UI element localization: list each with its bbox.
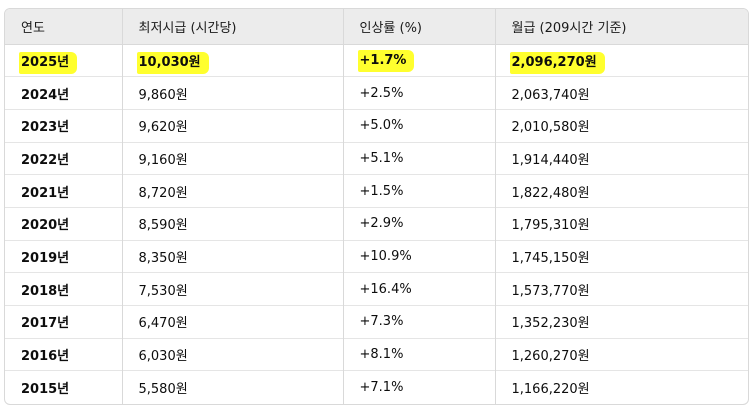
header-hourly-wage: 최저시급 (시간당): [121, 9, 343, 45]
cell-increase-rate: +10.9%: [342, 239, 495, 273]
cell-monthly-wage: 1,260,270원: [494, 337, 748, 371]
cell-year: 2023년: [5, 108, 122, 143]
cell-hourly-wage: 6,470원: [121, 305, 343, 339]
table-row: 2015년 5,580원 +7.1% 1,166,220원: [5, 370, 748, 404]
cell-year: 2020년: [5, 206, 122, 241]
cell-increase-rate: +16.4%: [342, 272, 495, 306]
cell-monthly-wage: 1,795,310원: [494, 206, 748, 241]
cell-hourly-wage: 9,620원: [121, 108, 343, 143]
cell-year: 2022년: [5, 141, 122, 175]
cell-increase-rate: +7.3%: [342, 305, 495, 339]
cell-increase-rate: +5.0%: [342, 108, 495, 143]
cell-year: 2017년: [5, 305, 122, 339]
table-row: 2024년 9,860원 +2.5% 2,063,740원: [5, 76, 748, 110]
cell-year: 2021년: [5, 174, 122, 208]
cell-increase-rate: +5.1%: [342, 141, 495, 175]
cell-monthly-wage: 1,914,440원: [494, 141, 748, 175]
cell-monthly-wage: 1,573,770원: [494, 272, 748, 306]
cell-increase-rate: +8.1%: [342, 337, 495, 371]
cell-increase-rate: +7.1%: [342, 370, 495, 404]
cell-increase-rate: +2.5%: [342, 76, 495, 110]
cell-year: 2024년: [5, 76, 122, 110]
cell-hourly-wage: 6,030원: [121, 337, 343, 371]
table-row: 2025년 10,030원 +1.7% 2,096,270원: [5, 44, 748, 77]
cell-year: 2018년: [5, 272, 122, 306]
table-header-row: 연도 최저시급 (시간당) 인상률 (%) 월급 (209시간 기준): [5, 9, 748, 45]
header-year: 연도: [5, 9, 122, 45]
cell-increase-rate: +1.7%: [342, 44, 495, 77]
cell-year: 2015년: [5, 370, 122, 404]
cell-hourly-wage: 7,530원: [121, 272, 343, 306]
cell-hourly-wage: 8,350원: [121, 239, 343, 273]
table-row: 2021년 8,720원 +1.5% 1,822,480원: [5, 174, 748, 208]
cell-monthly-wage: 2,096,270원: [494, 44, 748, 77]
table-row: 2019년 8,350원 +10.9% 1,745,150원: [5, 239, 748, 273]
cell-year: 2025년: [5, 44, 122, 77]
minimum-wage-table: 연도 최저시급 (시간당) 인상률 (%) 월급 (209시간 기준) 2025…: [5, 9, 748, 404]
table-row: 2020년 8,590원 +2.9% 1,795,310원: [5, 206, 748, 241]
cell-increase-rate: +1.5%: [342, 174, 495, 208]
header-monthly-wage: 월급 (209시간 기준): [494, 9, 748, 45]
cell-hourly-wage: 8,720원: [121, 174, 343, 208]
table-row: 2023년 9,620원 +5.0% 2,010,580원: [5, 108, 748, 143]
cell-increase-rate: +2.9%: [342, 206, 495, 241]
highlight-mark: +1.7%: [357, 49, 415, 72]
table-row: 2018년 7,530원 +16.4% 1,573,770원: [5, 272, 748, 306]
cell-monthly-wage: 1,745,150원: [494, 239, 748, 273]
table-row: 2022년 9,160원 +5.1% 1,914,440원: [5, 141, 748, 175]
cell-monthly-wage: 1,166,220원: [494, 370, 748, 404]
cell-hourly-wage: 8,590원: [121, 206, 343, 241]
cell-year: 2019년: [5, 239, 122, 273]
cell-monthly-wage: 2,010,580원: [494, 108, 748, 143]
cell-monthly-wage: 1,352,230원: [494, 305, 748, 339]
cell-monthly-wage: 2,063,740원: [494, 76, 748, 110]
cell-hourly-wage: 9,860원: [121, 76, 343, 110]
cell-hourly-wage: 5,580원: [121, 370, 343, 404]
cell-year: 2016년: [5, 337, 122, 371]
cell-monthly-wage: 1,822,480원: [494, 174, 748, 208]
highlight-mark: 2,096,270원: [509, 51, 605, 74]
cell-hourly-wage: 9,160원: [121, 141, 343, 175]
table-row: 2017년 6,470원 +7.3% 1,352,230원: [5, 305, 748, 339]
table-row: 2016년 6,030원 +8.1% 1,260,270원: [5, 337, 748, 371]
highlight-mark: 10,030원: [136, 51, 209, 74]
cell-hourly-wage: 10,030원: [121, 44, 343, 77]
header-increase-rate: 인상률 (%): [342, 9, 495, 45]
highlight-mark: 2025년: [19, 51, 78, 74]
minimum-wage-table-container: 연도 최저시급 (시간당) 인상률 (%) 월급 (209시간 기준) 2025…: [4, 8, 749, 405]
